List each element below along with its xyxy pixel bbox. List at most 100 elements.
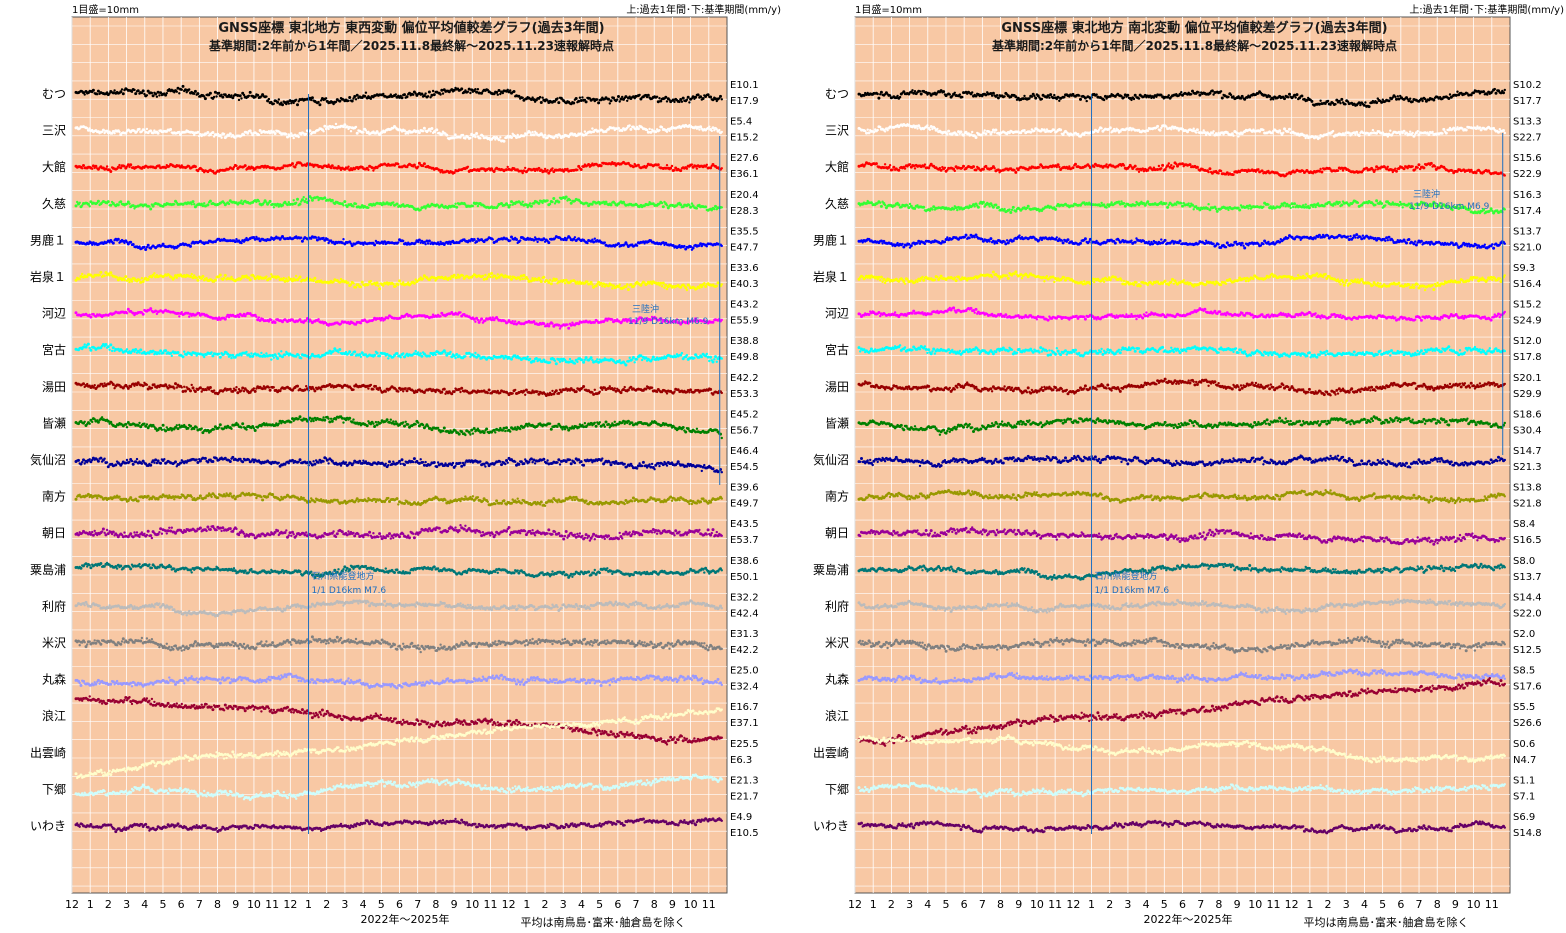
data-point [616,98,619,101]
data-point [373,243,377,247]
data-point [308,129,312,133]
data-point [382,92,385,96]
data-point [296,103,299,107]
data-point [178,130,181,134]
data-point [452,136,456,140]
data-point [156,90,160,94]
data-point [546,199,549,202]
data-point [242,390,246,393]
data-point [190,203,193,206]
data-point [397,283,400,286]
data-point [577,99,581,103]
data-point [203,95,206,98]
data-point [319,388,323,391]
data-point [146,277,150,281]
data-point [532,320,536,324]
data-point [253,95,257,99]
data-point [665,130,669,133]
data-point [110,132,114,135]
data-point [93,384,96,387]
data-point [190,353,193,357]
data-point [665,204,669,207]
scale-label: 1目盛=10mm [72,3,139,16]
data-point [399,356,402,359]
data-point [567,360,571,364]
data-point [217,91,221,95]
data-point [542,275,546,279]
data-point [611,318,614,321]
data-point [317,318,320,321]
data-point [459,390,462,394]
data-point [178,92,181,95]
rate-bottom: E53.3 [730,389,759,400]
data-point [537,201,541,205]
data-point [193,351,197,355]
data-point [196,278,200,282]
data-point [420,354,424,358]
data-point [149,307,153,311]
data-point [248,129,252,133]
data-point [591,283,594,286]
data-point [628,124,631,127]
data-point [400,96,404,100]
data-point [539,280,543,283]
data-point [579,99,583,102]
data-point [255,315,258,318]
data-point [431,89,435,93]
data-point [115,276,119,279]
data-point [394,93,397,96]
data-point [99,270,103,274]
rate-top: E20.4 [730,190,759,201]
data-point [257,133,261,136]
data-point [128,165,131,169]
data-point [538,95,542,99]
data-point [139,348,143,352]
data-point [426,242,430,245]
data-point [176,86,180,90]
data-point [175,386,178,389]
data-point [711,98,715,102]
data-point [290,132,293,135]
data-point [617,126,620,130]
data-point [529,133,533,137]
data-point [295,201,298,204]
data-point [360,280,364,284]
data-point [159,349,163,353]
data-point [467,87,471,91]
data-point [698,286,701,290]
data-point [548,361,552,364]
data-point [460,87,464,91]
data-point [333,126,337,130]
data-point [417,351,420,354]
data-point [509,275,512,278]
data-point [374,385,378,388]
data-point [228,132,232,136]
data-point [497,138,501,142]
data-point [603,241,606,244]
station-label: 宮古 [42,342,66,357]
data-point [392,201,395,204]
data-point [151,131,155,135]
data-point [130,90,134,94]
data-point [125,312,129,315]
data-point [494,138,497,141]
data-point [164,93,168,97]
data-point [125,348,129,351]
data-point [253,389,257,393]
data-point [482,277,486,281]
data-point [475,132,479,135]
data-point [260,351,263,355]
data-point [684,286,688,290]
data-point [699,95,703,99]
data-point [596,98,599,101]
data-point [208,91,212,95]
legend-label: 上:過去1年間･下:基準期間(mm/y) [626,3,781,16]
data-point [455,205,459,209]
data-point [286,135,289,139]
data-point [128,202,131,205]
data-point [476,318,480,322]
data-point [135,130,139,133]
data-point [193,133,196,137]
data-point [598,390,601,393]
data-point [96,199,100,203]
